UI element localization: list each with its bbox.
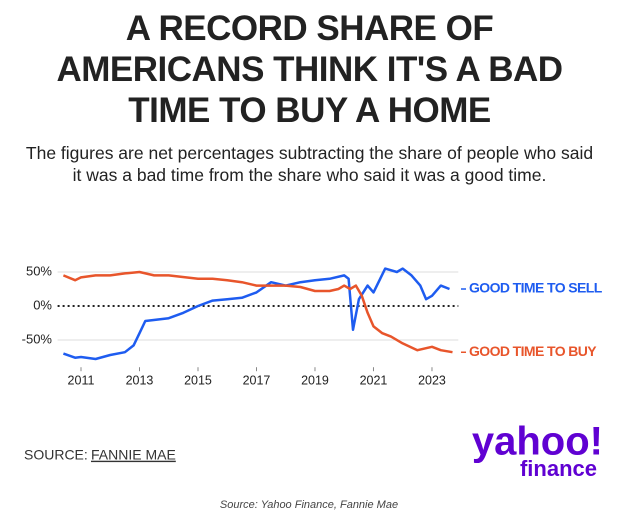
x-tick-label: 2013 (126, 373, 154, 387)
logo-product: finance (520, 456, 597, 481)
source-link[interactable]: FANNIE MAE (91, 447, 176, 463)
series-line (62, 270, 453, 354)
y-tick-label: -50% (22, 331, 53, 346)
series-line (62, 267, 450, 361)
chart-title: A RECORD SHARE OF AMERICANS THINK IT'S A… (56, 9, 563, 130)
caption: Source: Yahoo Finance, Fannie Mae (220, 499, 398, 511)
x-tick-label: 2015 (184, 373, 212, 387)
x-tick-label: 2023 (418, 373, 446, 387)
x-tick-label: 2021 (360, 373, 388, 387)
x-tick-label: 2017 (243, 373, 271, 387)
x-tick-label: 2019 (301, 373, 329, 387)
chart-subtitle: The figures are net percentages subtract… (25, 143, 594, 185)
x-tick-label: 2011 (68, 373, 95, 387)
legend-label: GOOD TIME TO BUY (469, 343, 597, 359)
y-tick-label: 50% (26, 263, 52, 278)
legend-label: GOOD TIME TO SELL (469, 280, 603, 296)
y-tick-label: 0% (33, 297, 52, 312)
logo-brand: yahoo! (472, 420, 603, 464)
source-label: SOURCE: (24, 447, 88, 463)
